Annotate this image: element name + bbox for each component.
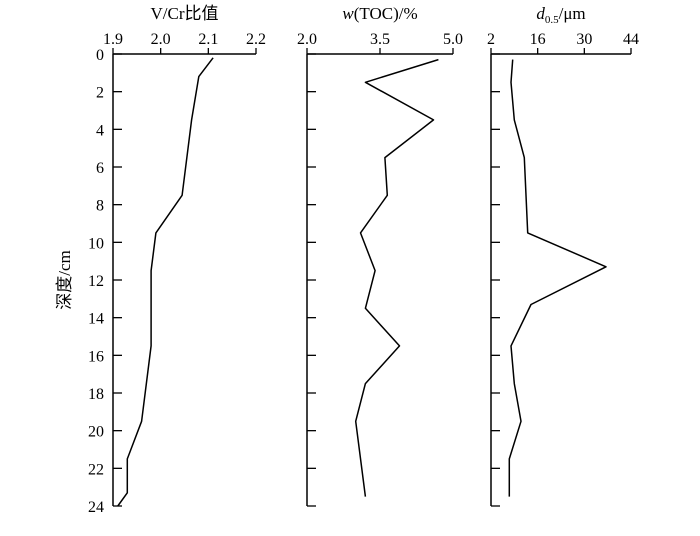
- x-tick-label-16: 16: [530, 31, 546, 48]
- series-line-1: [117, 57, 214, 507]
- panel-2: w(TOC)/% 2.0 3.5 5.0: [297, 4, 463, 507]
- x-tick-label-30: 30: [576, 31, 592, 48]
- depth-tick-label-22: 22: [88, 461, 104, 478]
- depth-tick-label-20: 20: [88, 424, 104, 441]
- depth-tick-label-18: 18: [88, 386, 104, 403]
- x-tick-label-5-0: 5.0: [443, 31, 463, 48]
- x-tick-label-2: 2: [487, 31, 495, 48]
- depth-tick-label-6: 6: [96, 160, 104, 177]
- series-line-3: [508, 59, 607, 497]
- depth-tick-label-2: 2: [96, 85, 104, 102]
- panel-1: V/Cr比值 1.9 2.0 2.1 2.2: [103, 4, 266, 507]
- panels: V/Cr比值 1.9 2.0 2.1 2.2 w(TOC)/% 2.0 3.5 5.0 d0.5/…: [103, 4, 639, 507]
- depth-tick-label-24: 24: [88, 499, 104, 516]
- x-tick-label-2-2: 2.2: [246, 31, 266, 48]
- panel-3: d0.5/μm 2 16 30 44: [487, 4, 639, 507]
- panel-title-v-cr: V/Cr比值: [151, 4, 219, 23]
- x-tick-label-3-5: 3.5: [370, 31, 390, 48]
- x-tick-label-2-0: 2.0: [151, 31, 171, 48]
- depth-tick-label-4: 4: [96, 122, 104, 139]
- depth-tick-label-10: 10: [88, 235, 104, 252]
- x-tick-label-1-9: 1.9: [103, 31, 123, 48]
- depth-tick-label-14: 14: [88, 311, 104, 328]
- x-tick-label-44: 44: [623, 31, 639, 48]
- x-tick-label-2-0: 2.0: [297, 31, 317, 48]
- panel-title-d0-5-m: d0.5/μm: [536, 4, 585, 26]
- depth-tick-label-12: 12: [88, 273, 104, 290]
- depth-axis-label: 深度/cm: [55, 250, 74, 310]
- depth-tick-label-16: 16: [88, 348, 104, 365]
- depth-tick-label-0: 0: [96, 47, 104, 64]
- depth-axis-title: 深度/cm: [55, 250, 74, 310]
- x-tick-label-2-1: 2.1: [198, 31, 218, 48]
- depth-tick-label-8: 8: [96, 198, 104, 215]
- panel-title-w-toc: w(TOC)/%: [342, 4, 417, 23]
- series-line-2: [354, 58, 439, 497]
